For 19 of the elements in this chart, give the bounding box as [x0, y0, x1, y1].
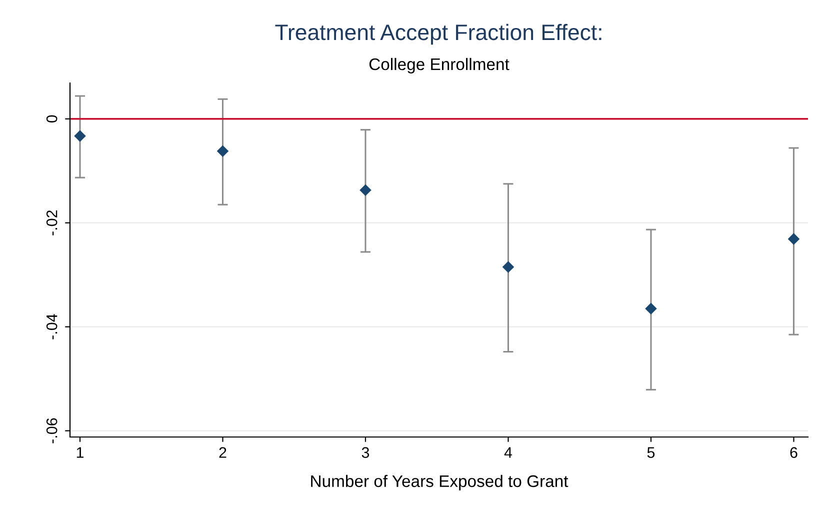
- y-tick-label: -.04: [46, 314, 58, 340]
- x-tick-label: 4: [504, 447, 512, 458]
- y-tick-label: 0: [46, 115, 58, 123]
- point: [217, 145, 228, 157]
- x-tick-label: 3: [362, 447, 370, 458]
- point: [360, 184, 372, 196]
- chart-title: Treatment Accept Fraction Effect:: [275, 24, 602, 45]
- point: [788, 233, 800, 245]
- y-tick-label: -.06: [46, 418, 58, 444]
- point: [502, 261, 514, 273]
- x-axis-title: Number of Years Exposed to Grant: [311, 474, 568, 490]
- x-tick-label: 2: [219, 447, 226, 458]
- x-tick-label: 6: [790, 447, 798, 458]
- x-tick-label: 1: [76, 447, 84, 458]
- point: [74, 130, 86, 142]
- y-tick-label: -.02: [46, 210, 58, 236]
- point: [645, 303, 657, 314]
- chart-subtitle: College Enrollment: [369, 58, 510, 74]
- x-tick-label: 5: [647, 447, 655, 458]
